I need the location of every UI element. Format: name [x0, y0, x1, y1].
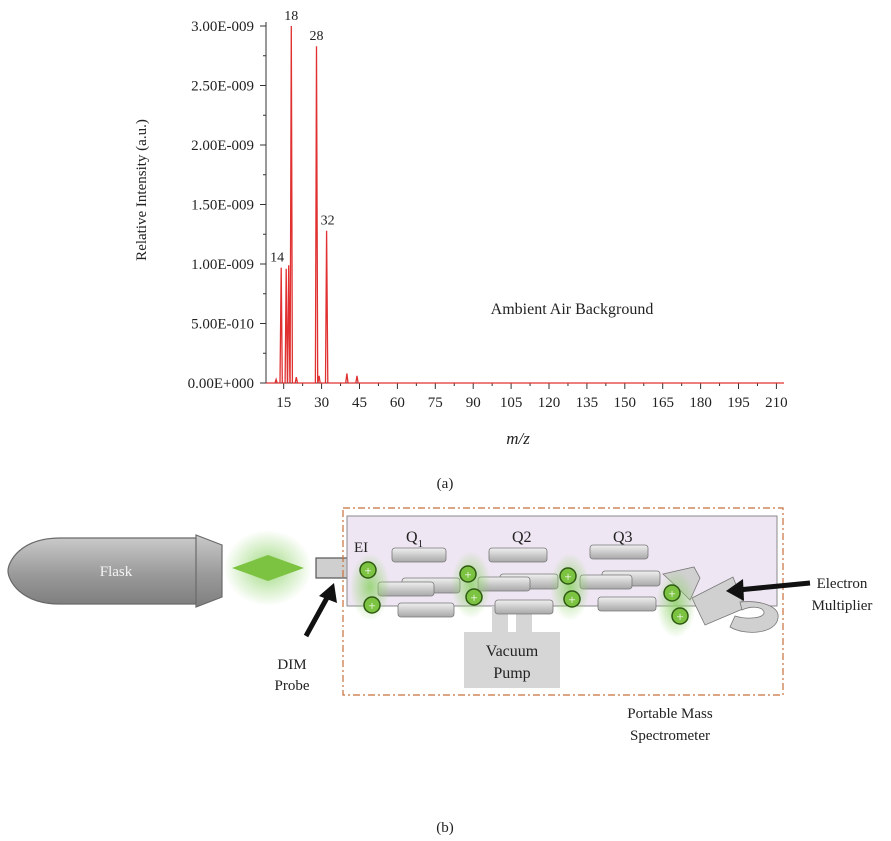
quadrupole-q1: [377, 547, 461, 618]
ion-glow: [451, 551, 491, 619]
q2-label: Q2: [512, 529, 532, 546]
x-tick-label: 180: [689, 395, 712, 411]
probe-label-line1: DIM: [277, 657, 306, 673]
flask-label: Flask: [100, 564, 133, 580]
ion-marker: [363, 596, 381, 614]
pump-label-line1: Vacuum: [486, 643, 539, 660]
mass-spectrum-chart: 0.00E+000 5.00E-010 1.00E-009 1.50E-009 2.00…: [134, 9, 788, 448]
chart-annotation: Ambient Air Background: [491, 301, 654, 318]
flask: Flask: [7, 534, 223, 608]
x-tick-label: 165: [651, 395, 674, 411]
detector-label-line1: Electron: [817, 576, 868, 592]
instrument-diagram: Flask DIM Probe Vacuum Pump EI Q1: [7, 507, 873, 744]
detector-label-line2: Multiplier: [812, 598, 873, 614]
ion-marker: [465, 588, 483, 606]
ion-glow: [550, 553, 590, 621]
ion-glow: [656, 570, 696, 638]
y-axis-ticks: 0.00E+000 5.00E-010 1.00E-009 1.50E-009 2.00…: [188, 19, 266, 392]
x-tick-label: 210: [765, 395, 788, 411]
probe-arrow: [303, 583, 337, 638]
pump-label-line2: Pump: [493, 665, 530, 682]
spectrum-series-line: [266, 25, 784, 384]
y-axis-label: Relative Intensity (a.u.): [134, 119, 150, 261]
x-tick-label: 45: [352, 395, 367, 411]
ion-marker: [459, 565, 477, 583]
caption-a: (a): [437, 476, 454, 492]
y-tick-label: 2.00E-009: [191, 138, 254, 154]
ion-cloud: ++++++ ++: [350, 551, 696, 638]
quadrupole-q3: [579, 544, 661, 612]
detector-arrow: [726, 579, 811, 601]
q1-label: Q1: [406, 529, 423, 550]
q3-label: Q3: [613, 529, 633, 546]
peak-label: 14: [270, 251, 284, 266]
ion-charge-symbol: +: [470, 590, 477, 605]
peak-labels: 14 18 28 32: [270, 9, 334, 266]
x-tick-label: 195: [727, 395, 750, 411]
y-tick-label: 1.00E-009: [191, 257, 254, 273]
x-tick-label: 105: [500, 395, 523, 411]
x-tick-label: 90: [466, 395, 481, 411]
ion-charge-symbol: +: [568, 592, 575, 607]
y-tick-label: 5.00E-010: [191, 317, 254, 333]
ion-marker: [563, 590, 581, 608]
instrument-label-line1: Portable Mass: [627, 706, 713, 722]
ion-marker: [663, 584, 681, 602]
probe-label-line2: Probe: [275, 678, 310, 694]
ion-charge-symbol: +: [564, 569, 571, 584]
x-tick-label: 30: [314, 395, 329, 411]
x-tick-label: 120: [538, 395, 561, 411]
ion-charge-symbol: +: [668, 586, 675, 601]
caption-b: (b): [436, 820, 454, 836]
ion-charge-symbol: +: [364, 563, 371, 578]
ion-marker: [671, 607, 689, 625]
ion-charge-symbol: +: [464, 567, 471, 582]
x-axis-ticks: 15 30 45 60 75 90 105 120 135 150 165 180 195 210: [276, 383, 788, 411]
instrument-label-line2: Spectrometer: [630, 728, 710, 744]
peak-label: 32: [321, 214, 335, 229]
peak-label: 18: [284, 9, 298, 24]
vapour-plume: [224, 530, 312, 606]
x-tick-label: 60: [390, 395, 405, 411]
ion-charge-symbol: +: [676, 609, 683, 624]
y-tick-label: 3.00E-009: [191, 19, 254, 35]
vacuum-pump: [464, 632, 560, 688]
ei-label: EI: [354, 540, 368, 556]
ion-charge-symbol: +: [368, 598, 375, 613]
x-tick-label: 75: [428, 395, 443, 411]
y-tick-label: 1.50E-009: [191, 198, 254, 214]
y-tick-label: 0.00E+000: [188, 376, 254, 392]
x-axis-label: m/z: [506, 429, 530, 448]
y-tick-label: 2.50E-009: [191, 79, 254, 95]
x-tick-label: 150: [614, 395, 637, 411]
quadrupole-q2: [477, 547, 559, 615]
instrument-outline: [342, 507, 784, 696]
ion-marker: [359, 561, 377, 579]
ion-marker: [559, 567, 577, 585]
x-tick-label: 15: [276, 395, 291, 411]
peak-label: 28: [310, 29, 324, 44]
x-tick-label: 135: [576, 395, 599, 411]
